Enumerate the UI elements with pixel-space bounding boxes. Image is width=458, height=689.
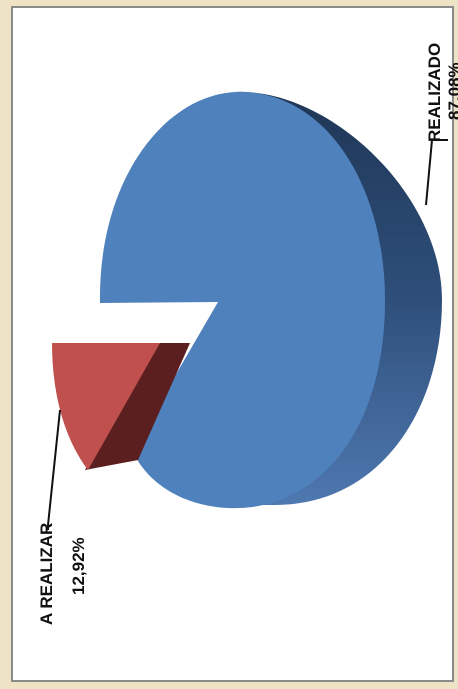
- value-a-realizar: 12,92%: [69, 537, 88, 595]
- slice-realizado: [99, 91, 385, 509]
- slice-realizado-side: [235, 91, 442, 505]
- label-a-realizar: A REALIZAR: [37, 523, 56, 625]
- slice-a-realizar: [52, 343, 160, 470]
- value-realizado: 87,08%: [445, 62, 458, 120]
- leader-line-realizado: [425, 139, 448, 206]
- slice-a-realizar-side: [85, 343, 190, 470]
- leader-line-a-realizar: [47, 409, 61, 530]
- label-realizado: REALIZADO: [425, 43, 444, 142]
